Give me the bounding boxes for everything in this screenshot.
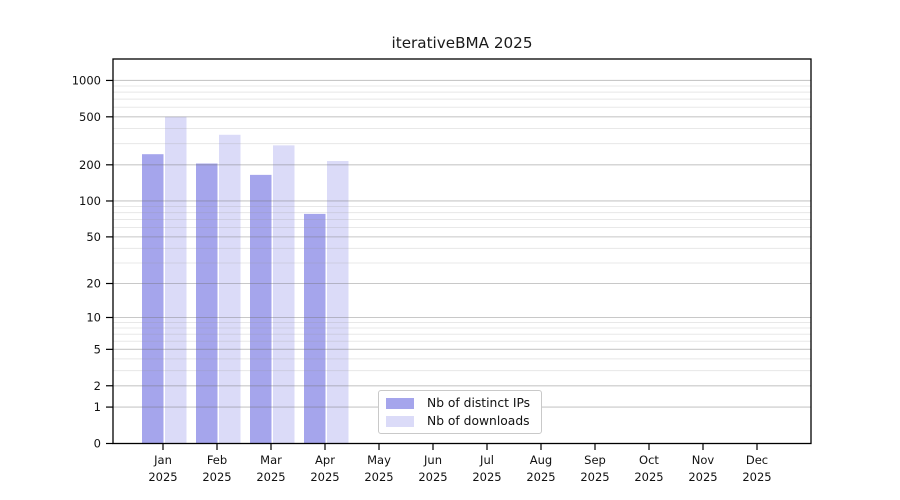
bar-downloads-jan bbox=[165, 116, 187, 444]
bar-downloads-feb bbox=[219, 134, 241, 444]
y-tick-label: 200 bbox=[79, 158, 101, 172]
legend: Nb of distinct IPs Nb of downloads bbox=[378, 390, 543, 434]
x-tick-label-month: Jun bbox=[423, 453, 442, 467]
x-tick-label-year: 2025 bbox=[526, 470, 555, 484]
x-tick-label-year: 2025 bbox=[418, 470, 447, 484]
x-tick-label-year: 2025 bbox=[580, 470, 609, 484]
x-tick-label-month: Aug bbox=[530, 453, 552, 467]
x-tick-label-year: 2025 bbox=[688, 470, 717, 484]
y-tick-label: 20 bbox=[86, 277, 101, 291]
x-tick-label-year: 2025 bbox=[364, 470, 393, 484]
y-tick-label: 5 bbox=[94, 342, 101, 356]
x-tick-label-year: 2025 bbox=[310, 470, 339, 484]
y-tick-label: 0 bbox=[94, 437, 101, 451]
x-tick-label-year: 2025 bbox=[202, 470, 231, 484]
x-tick-label-year: 2025 bbox=[148, 470, 177, 484]
legend-item-downloads: Nb of downloads bbox=[386, 414, 530, 428]
x-tick-label-year: 2025 bbox=[472, 470, 501, 484]
legend-swatch-distinct-ips bbox=[386, 397, 414, 409]
y-tick-label: 1 bbox=[94, 400, 101, 414]
y-tick-label: 10 bbox=[86, 310, 101, 324]
bar-distinct-ips-mar bbox=[250, 174, 272, 444]
bar-distinct-ips-feb bbox=[196, 163, 218, 444]
bar-distinct-ips-jan bbox=[142, 154, 164, 444]
x-tick-label-year: 2025 bbox=[742, 470, 771, 484]
x-tick-label-month: May bbox=[367, 453, 391, 467]
x-tick-label-month: Jan bbox=[153, 453, 172, 467]
bar-distinct-ips-apr bbox=[304, 213, 326, 444]
x-tick-label-month: Feb bbox=[207, 453, 227, 467]
x-tick-label-year: 2025 bbox=[634, 470, 663, 484]
chart-title: iterativeBMA 2025 bbox=[391, 34, 533, 52]
legend-item-distinct-ips: Nb of distinct IPs bbox=[386, 396, 530, 410]
x-tick-label-month: Apr bbox=[315, 453, 335, 467]
y-tick-label: 100 bbox=[79, 194, 101, 208]
legend-label: Nb of distinct IPs bbox=[427, 396, 531, 410]
x-tick-label-month: Oct bbox=[639, 453, 659, 467]
y-tick-label: 500 bbox=[79, 110, 101, 124]
legend-label: Nb of downloads bbox=[427, 414, 530, 428]
x-tick-label-month: Dec bbox=[746, 453, 768, 467]
plot-border bbox=[112, 58, 812, 445]
y-tick-label: 50 bbox=[86, 230, 101, 244]
y-tick-label: 1000 bbox=[72, 73, 101, 87]
x-tick-label-month: Sep bbox=[584, 453, 606, 467]
x-tick-label-month: Mar bbox=[260, 453, 282, 467]
x-tick-label-month: Jul bbox=[479, 453, 494, 467]
bar-downloads-apr bbox=[327, 161, 349, 444]
y-tick-label: 2 bbox=[94, 379, 101, 393]
x-tick-label-year: 2025 bbox=[256, 470, 285, 484]
legend-swatch-downloads bbox=[386, 415, 414, 427]
x-tick-label-month: Nov bbox=[692, 453, 715, 467]
bar-downloads-mar bbox=[273, 145, 295, 444]
